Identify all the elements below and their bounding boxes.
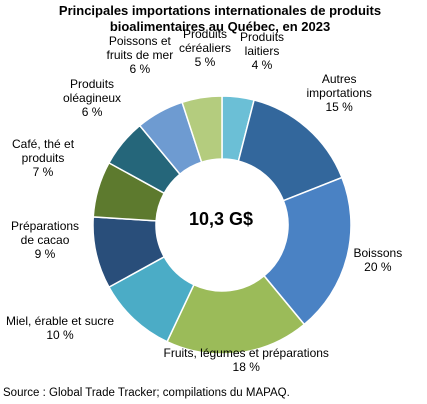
slice-label-1: Autres importations 15 %	[307, 72, 372, 114]
slice-label-text: importations	[306, 86, 372, 100]
slice-label-text: Produits	[183, 27, 228, 41]
slice-label-text: Fruits, légumes et préparations	[163, 346, 329, 360]
slice-label-2: Boissons 20 %	[354, 246, 403, 274]
slice-label-text: Produits	[240, 30, 285, 44]
slice-value-label: 4 %	[251, 58, 273, 72]
slice-value-label: 7 %	[32, 165, 54, 179]
slice-label-6: Café, thé et produits 7 %	[12, 137, 74, 179]
source-note: Source : Global Trade Tracker; compilati…	[3, 387, 290, 399]
slice-value-label: 5 %	[194, 55, 216, 69]
slice-label-5: Préparations de cacao 9 %	[11, 219, 79, 261]
slice-label-8: Poissons et fruits de mer 6 %	[107, 34, 174, 76]
center-total: 10,3 G$	[188, 209, 254, 229]
slice-value-label: 20 %	[364, 260, 392, 274]
slice-label-text: oléagineux	[63, 91, 122, 105]
slice-label-0: Produits laitiers 4 %	[240, 30, 284, 72]
slice-2	[263, 176, 352, 326]
slice-label-7: Produits oléagineux 6 %	[63, 77, 121, 119]
slice-label-text: Poissons et	[108, 34, 171, 48]
slice-label-text: de cacao	[20, 233, 70, 247]
slice-value-label: 10 %	[46, 328, 74, 342]
slice-label-text: Préparations	[11, 219, 80, 233]
slice-label-text: fruits de mer	[106, 48, 174, 62]
slice-value-label: 6 %	[129, 62, 151, 76]
slice-label-9: Produits céréaliers 5 %	[179, 27, 231, 69]
slice-label-text: céréaliers	[179, 41, 232, 55]
slice-label-text: produits	[21, 151, 65, 165]
slice-label-text: Produits	[70, 77, 115, 91]
slice-label-text: laitiers	[244, 44, 280, 58]
slice-value-label: 9 %	[34, 247, 56, 261]
slice-label-4: Miel, érable et sucre 10 %	[6, 314, 114, 342]
slice-value-label: 6 %	[81, 105, 103, 119]
slice-label-text: Boissons	[353, 246, 403, 260]
slice-value-label: 15 %	[325, 100, 353, 114]
chart-title-line-1: Principales importations internationales…	[58, 3, 382, 18]
slice-label-text: Autres	[321, 72, 357, 86]
slice-value-label: 18 %	[232, 360, 260, 374]
slice-label-text: Miel, érable et sucre	[6, 314, 115, 328]
slice-9	[181, 95, 223, 164]
slice-label-text: Café, thé et	[12, 137, 75, 151]
slice-label-3: Fruits, légumes et préparations 18 %	[164, 346, 329, 374]
chart-title-line-2: bioalimentaires au Québec, en 2023	[109, 19, 331, 34]
chart-title: Principales importations internationales…	[20, 3, 420, 35]
